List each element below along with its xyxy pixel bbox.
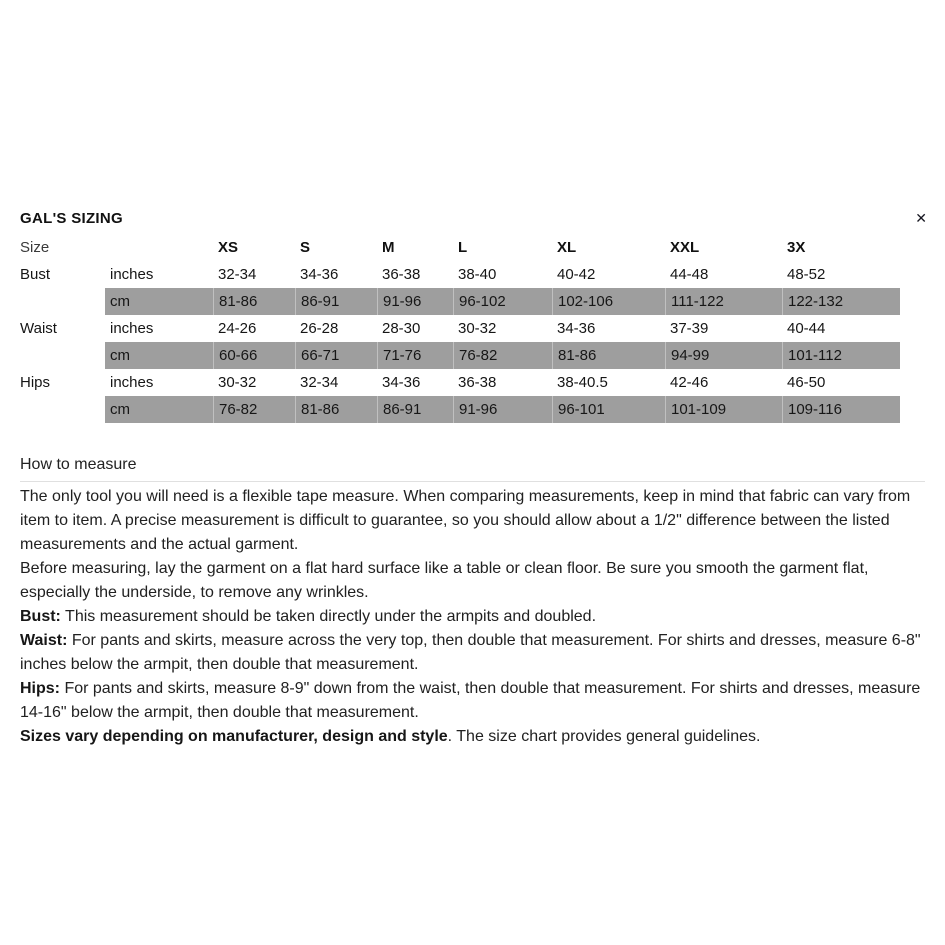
cell-value: 34-36 — [300, 266, 339, 283]
cell-value: 91-96 — [377, 288, 453, 315]
cell-value: 40-44 — [787, 320, 826, 337]
paragraph-before-measuring: Before measuring, lay the garment on a f… — [20, 557, 925, 605]
cell-value: 94-99 — [665, 342, 782, 369]
cell-value: 28-30 — [382, 320, 421, 337]
paragraph-lead-bold: Waist: — [20, 632, 68, 649]
cell-value: 32-34 — [218, 266, 257, 283]
paragraph-text: The only tool you will need is a flexibl… — [20, 488, 911, 553]
cell-value: 111-122 — [665, 288, 782, 315]
close-icon[interactable]: ✕ — [915, 210, 927, 226]
row-unit: inches — [110, 266, 154, 283]
row-label: Hips — [20, 369, 105, 396]
paragraph-hips: Hips: For pants and skirts, measure 8-9"… — [20, 677, 925, 725]
row-unit: inches — [110, 374, 154, 391]
row-label: Bust — [20, 261, 105, 288]
paragraph-text: For pants and skirts, measure 8-9" down … — [20, 680, 921, 721]
cell-value: 48-52 — [787, 266, 826, 283]
cell-value: 86-91 — [295, 288, 377, 315]
how-to-measure-text: The only tool you will need is a flexibl… — [20, 485, 925, 749]
cell-value: 34-36 — [382, 374, 421, 391]
paragraph-bust: Bust: This measurement should be taken d… — [20, 605, 925, 629]
paragraph-lead-bold: Bust: — [20, 608, 61, 625]
cell-value: 36-38 — [382, 266, 421, 283]
size-header-m: M — [382, 239, 395, 256]
cell-value: 38-40 — [458, 266, 497, 283]
cell-value: 30-32 — [458, 320, 497, 337]
row-label — [20, 342, 105, 369]
cell-value: 101-112 — [782, 342, 900, 369]
paragraph-lead-bold: Hips: — [20, 680, 60, 697]
table-row-bust-inches: Bust inches 32-34 34-36 36-38 38-40 40-4… — [20, 261, 900, 288]
cell-value: 26-28 — [300, 320, 339, 337]
unit-column-header — [105, 234, 213, 261]
size-chart-table: Size XS S M L XL XXL 3X Bust inches 32-3… — [20, 234, 900, 423]
cell-value: 36-38 — [458, 374, 497, 391]
paragraph-text: . The size chart provides general guidel… — [447, 728, 761, 745]
table-row-waist-cm: cm 60-66 66-71 71-76 76-82 81-86 94-99 1… — [20, 342, 900, 369]
table-row-hips-cm: cm 76-82 81-86 86-91 91-96 96-101 101-10… — [20, 396, 900, 423]
cell-value: 91-96 — [453, 396, 552, 423]
paragraph-tape-measure: The only tool you will need is a flexibl… — [20, 485, 925, 557]
sizing-modal: GAL'S SIZING ✕ Size XS S M L XL XXL 3X B… — [20, 208, 927, 749]
row-label — [20, 288, 105, 315]
cell-value: 71-76 — [377, 342, 453, 369]
table-row-bust-cm: cm 81-86 86-91 91-96 96-102 102-106 111-… — [20, 288, 900, 315]
modal-titlebar: GAL'S SIZING ✕ — [20, 208, 927, 228]
table-header-row: Size XS S M L XL XXL 3X — [20, 234, 900, 261]
paragraph-text: This measurement should be taken directl… — [60, 608, 597, 625]
section-divider — [20, 481, 925, 482]
cell-value: 42-46 — [670, 374, 709, 391]
cell-value: 76-82 — [453, 342, 552, 369]
table-row-hips-inches: Hips inches 30-32 32-34 34-36 36-38 38-4… — [20, 369, 900, 396]
cell-value: 30-32 — [218, 374, 257, 391]
size-header-xl: XL — [557, 239, 577, 256]
table-row-waist-inches: Waist inches 24-26 26-28 28-30 30-32 34-… — [20, 315, 900, 342]
size-header-s: S — [300, 239, 311, 256]
cell-value: 81-86 — [552, 342, 665, 369]
size-column-header: Size — [20, 234, 105, 261]
cell-value: 122-132 — [782, 288, 900, 315]
cell-value: 60-66 — [213, 342, 295, 369]
cell-value: 40-42 — [557, 266, 596, 283]
cell-value: 24-26 — [218, 320, 257, 337]
row-unit: inches — [110, 320, 154, 337]
cell-value: 81-86 — [295, 396, 377, 423]
cell-value: 81-86 — [213, 288, 295, 315]
page-title: GAL'S SIZING — [20, 209, 124, 227]
paragraph-waist: Waist: For pants and skirts, measure acr… — [20, 629, 925, 677]
cell-value: 37-39 — [670, 320, 709, 337]
cell-value: 86-91 — [377, 396, 453, 423]
row-unit: cm — [105, 288, 213, 315]
size-header-xs: XS — [218, 239, 239, 256]
cell-value: 101-109 — [665, 396, 782, 423]
how-to-measure-heading: How to measure — [20, 456, 137, 473]
size-header-3x: 3X — [787, 239, 806, 256]
cell-value: 44-48 — [670, 266, 709, 283]
paragraph-lead-bold: Sizes vary depending on manufacturer, de… — [20, 728, 448, 745]
cell-value: 32-34 — [300, 374, 339, 391]
size-header-l: L — [458, 239, 468, 256]
row-label: Waist — [20, 315, 105, 342]
cell-value: 109-116 — [782, 396, 900, 423]
cell-value: 76-82 — [213, 396, 295, 423]
row-unit: cm — [105, 396, 213, 423]
size-header-xxl: XXL — [670, 239, 700, 256]
cell-value: 96-102 — [453, 288, 552, 315]
cell-value: 102-106 — [552, 288, 665, 315]
paragraph-disclaimer: Sizes vary depending on manufacturer, de… — [20, 725, 925, 749]
row-label — [20, 396, 105, 423]
paragraph-text: Before measuring, lay the garment on a f… — [20, 560, 869, 601]
cell-value: 96-101 — [552, 396, 665, 423]
row-unit: cm — [105, 342, 213, 369]
cell-value: 66-71 — [295, 342, 377, 369]
cell-value: 34-36 — [557, 320, 596, 337]
cell-value: 38-40.5 — [557, 374, 608, 391]
cell-value: 46-50 — [787, 374, 826, 391]
paragraph-text: For pants and skirts, measure across the… — [20, 632, 921, 673]
